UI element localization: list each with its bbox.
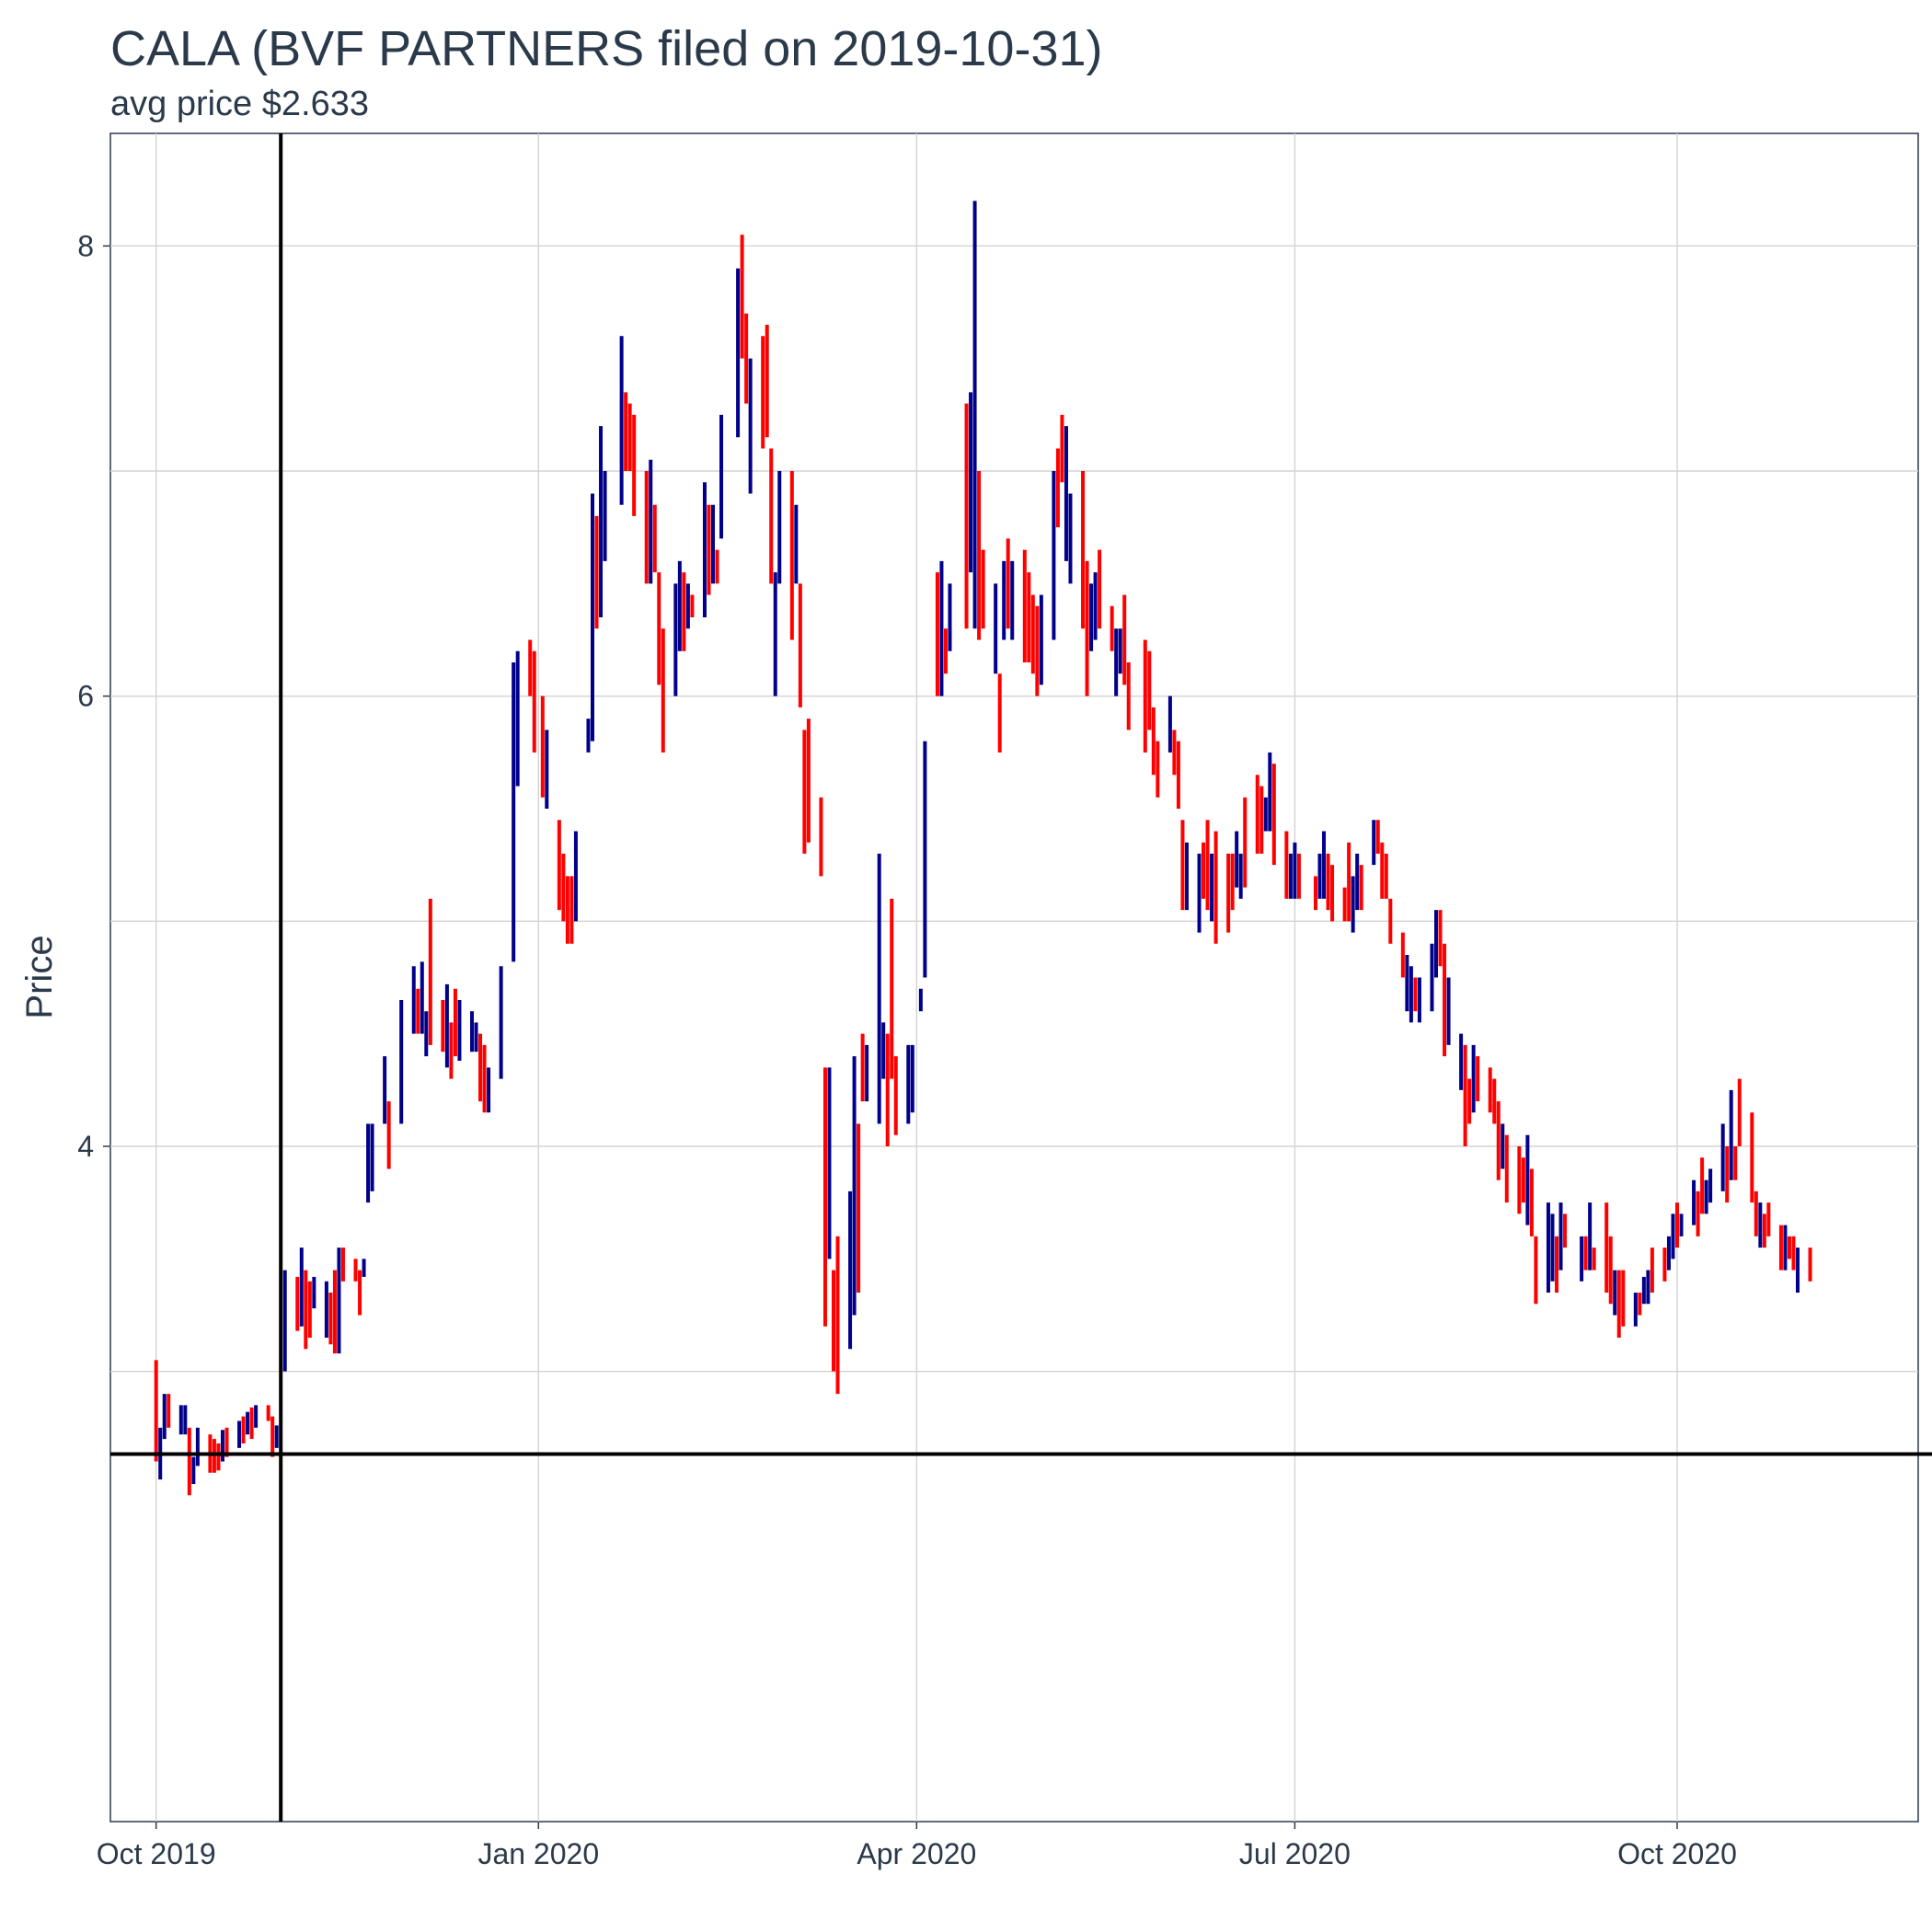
grid-lines [110,133,1918,1822]
y-axis-title: Price [19,935,60,1018]
y-tick-label: 4 [77,1130,94,1163]
y-axis: 4 6 8 [77,229,110,1163]
plot-panel [109,132,1919,1823]
x-tick-label: Oct 2019 [97,1837,216,1870]
x-tick-label: Apr 2020 [857,1837,976,1870]
x-tick-label: Jul 2020 [1239,1837,1351,1870]
x-tick-label: Oct 2020 [1617,1837,1737,1870]
chart-title: CALA (BVF PARTNERS filed on 2019-10-31) [110,21,1103,76]
reference-lines [110,133,1932,1822]
y-tick-label: 8 [77,229,94,262]
y-tick-label: 6 [77,680,94,713]
ohlc-bars [154,201,1812,1496]
x-tick-label: Jan 2020 [477,1837,599,1870]
x-axis: Oct 2019 Jan 2020 Apr 2020 Jul 2020 Oct 2020 [97,1822,1737,1870]
chart-subtitle: avg price $2.633 [110,85,369,123]
